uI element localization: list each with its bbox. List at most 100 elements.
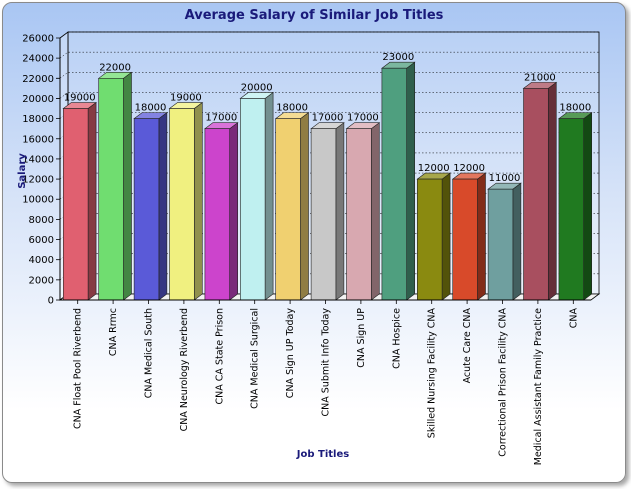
bar-side [229, 122, 238, 301]
y-tick-label: 20000 [22, 94, 54, 105]
bar-front [558, 118, 584, 301]
x-tick-label: CNA Medical Surgical [250, 308, 261, 409]
bar-side [370, 122, 380, 301]
bar-front [240, 98, 266, 301]
chart-title: Average Salary of Similar Job Titles [185, 8, 444, 23]
bar-front [310, 128, 337, 301]
bar-front [133, 118, 160, 301]
bar-side [123, 71, 132, 301]
bar-side [583, 112, 592, 301]
gridline [59, 72, 599, 79]
bar-side [441, 172, 451, 301]
y-tick-label: 24000 [22, 54, 54, 65]
bar-value-label: 23000 [382, 52, 414, 63]
bar-side [158, 112, 168, 301]
bar-value-label: 11000 [489, 173, 521, 184]
y-tick-label: 8000 [29, 215, 54, 226]
bar-side [477, 172, 486, 301]
bar [310, 122, 345, 301]
bar-value-label: 19000 [170, 93, 202, 104]
bar-front [63, 108, 89, 301]
bar-front [204, 128, 230, 301]
bar [204, 122, 239, 301]
bar-value-label: 20000 [241, 82, 273, 93]
bar [487, 182, 522, 301]
gridline [59, 112, 599, 119]
y-tick-label: 16000 [22, 134, 54, 145]
gridline [59, 152, 599, 160]
bar-front [346, 128, 372, 301]
x-tick-label: Skilled Nursing Facility CNA [427, 308, 438, 439]
bar-chart: Average Salary of Similar Job Titles 0 20… [17, 8, 601, 465]
x-tick-label: Acute Care CNA [462, 308, 473, 384]
y-axis-label: Salary [17, 153, 28, 189]
bar-value-label: 22000 [99, 62, 131, 73]
x-tick-label: CNA Float Pool Riverbend [73, 308, 84, 429]
bar-front [275, 118, 301, 301]
bar-side [512, 182, 522, 301]
x-tick-label: CNA Sign UP [356, 308, 367, 368]
bar-value-label: 12000 [418, 163, 450, 174]
gridline [59, 92, 599, 99]
y-tick-label: 18000 [22, 114, 54, 125]
bar-value-label: 12000 [453, 163, 485, 174]
x-axis: CNA Float Pool Riverbend CNA Rrmc CNA Medi… [60, 299, 591, 465]
y-tick-label: 10000 [22, 195, 54, 206]
bar-side [547, 81, 557, 301]
bar-value-label: 17000 [312, 113, 344, 124]
bar-value-label: 19000 [64, 93, 96, 104]
bar [133, 112, 168, 301]
bar-group: 1900022000180001900017000200001800017000… [62, 52, 593, 301]
y-tick-label: 14000 [22, 154, 54, 165]
bar [416, 172, 451, 301]
x-tick-label: CNA Hospice [391, 308, 402, 369]
bar [239, 91, 274, 301]
bar-side [264, 91, 274, 301]
bar-value-label: 17000 [205, 113, 237, 124]
bar-side [87, 101, 97, 301]
x-axis-label: Job Titles [296, 449, 349, 460]
bar-side [300, 112, 309, 301]
bar [345, 122, 381, 301]
x-tick-label: CNA CA State Prison [214, 308, 225, 404]
x-tick-label: Medical Assistant Family Practice [533, 308, 544, 465]
y-tick-label: 0 [48, 296, 54, 307]
bar [168, 101, 204, 301]
gridline [59, 132, 599, 139]
gridline [59, 31, 599, 39]
x-tick-label: CNA Submit Info Today [321, 308, 332, 417]
bar-front [98, 78, 124, 301]
x-tick-label: CNA Neurology Riverbend [179, 308, 190, 431]
bar-front [381, 67, 407, 301]
x-tick-label: CNA Sign UP Today [285, 308, 296, 399]
bar-front [169, 108, 195, 301]
y-tick-label: 26000 [22, 34, 54, 45]
y-tick-label: 12000 [22, 175, 54, 186]
bar-value-label: 17000 [347, 113, 379, 124]
bar [522, 81, 558, 301]
bar-value-label: 18000 [135, 103, 167, 114]
bar [451, 172, 487, 301]
bar-front [523, 88, 549, 301]
chart-panel: Average Salary of Similar Job Titles 0 20… [2, 2, 626, 483]
bar-front [417, 178, 443, 301]
bar-side [335, 122, 345, 301]
bar [97, 71, 133, 301]
y-tick-label: 4000 [29, 255, 54, 266]
bar [381, 61, 416, 301]
bar [62, 101, 97, 301]
gridline [59, 172, 599, 180]
y-tick-label: 6000 [29, 235, 54, 246]
x-tick-label: CNA [568, 308, 579, 329]
bar-value-label: 18000 [559, 103, 591, 114]
x-tick-label: Correctional Prison Facility CNA [498, 308, 509, 457]
bar-front [487, 188, 514, 301]
y-axis: 0 2000 4000 6000 8000 10000 12000 14000 16000 180… [22, 34, 61, 307]
gridline [59, 51, 599, 59]
bar-value-label: 18000 [276, 103, 308, 114]
y-tick-label: 2000 [29, 275, 54, 286]
bar-side [193, 101, 203, 301]
bar-value-label: 21000 [524, 72, 556, 83]
bar-side [406, 61, 415, 301]
x-tick-label: CNA Medical South [144, 308, 155, 398]
